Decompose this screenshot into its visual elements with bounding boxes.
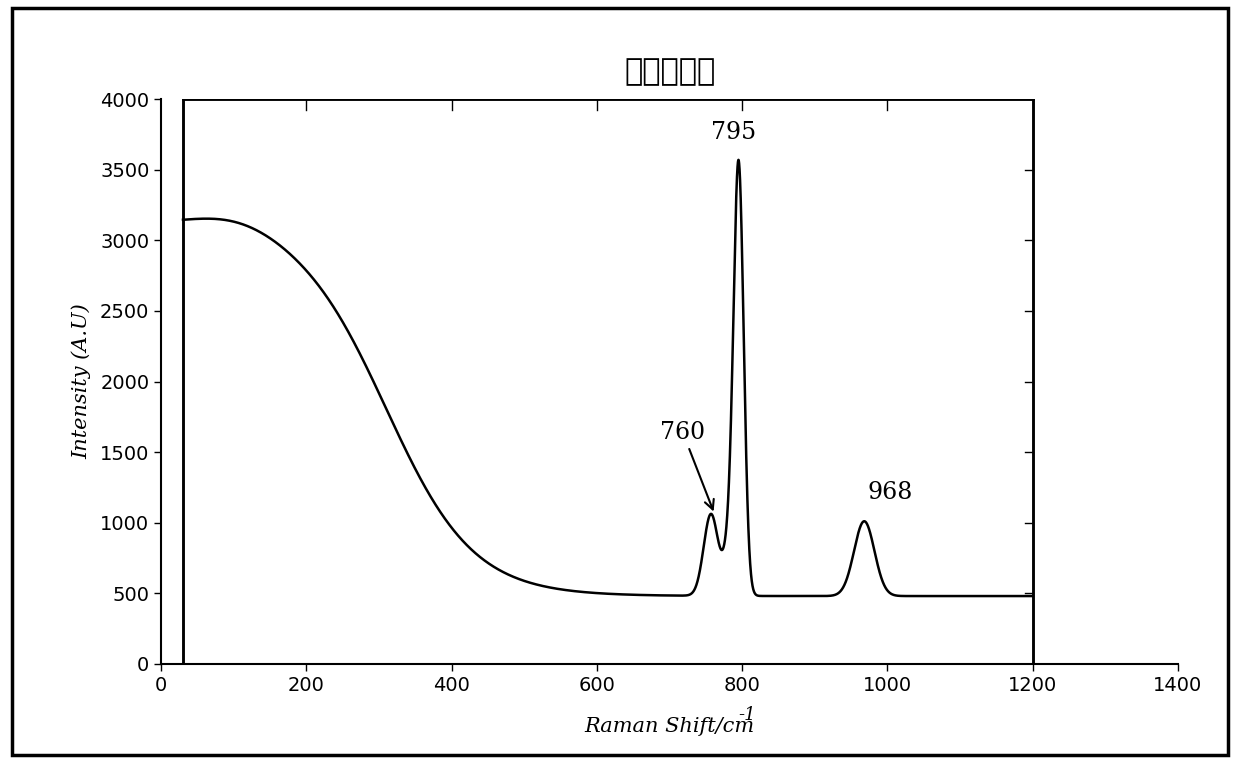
Text: 760: 760	[660, 420, 714, 510]
Text: -1: -1	[739, 707, 756, 724]
Text: Raman Shift/cm: Raman Shift/cm	[584, 717, 755, 736]
Y-axis label: Intensity (A.U): Intensity (A.U)	[72, 304, 92, 459]
Text: 968: 968	[867, 481, 913, 504]
Title: 拉曼光谱图: 拉曼光谱图	[624, 56, 715, 85]
Text: 795: 795	[711, 121, 756, 144]
Bar	[184, 99, 1033, 664]
